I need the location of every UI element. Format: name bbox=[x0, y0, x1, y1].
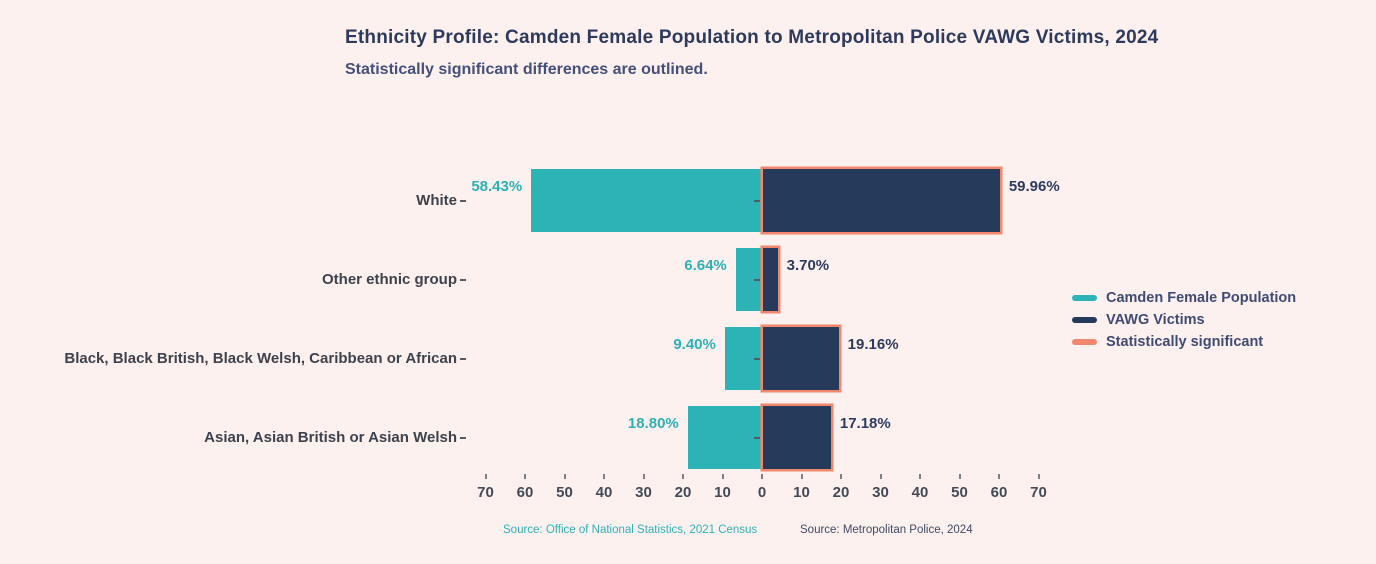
legend-swatch-icon bbox=[1072, 295, 1097, 301]
bar-left-3 bbox=[687, 406, 762, 469]
x-axis-tick bbox=[840, 474, 842, 479]
x-axis-tick-label: 60 bbox=[990, 484, 1008, 501]
legend-item: Statistically significant bbox=[1072, 331, 1296, 353]
x-axis-tick-label: 20 bbox=[674, 484, 692, 501]
category-label: Black, Black British, Black Welsh, Carib… bbox=[64, 349, 457, 367]
x-axis-tick-label: 70 bbox=[477, 484, 494, 501]
x-axis-tick-label: 10 bbox=[793, 484, 810, 501]
legend-label: VAWG Victims bbox=[1106, 312, 1205, 328]
value-label-left: 18.80% bbox=[627, 415, 679, 432]
x-axis-tick bbox=[484, 474, 487, 479]
x-axis-tick bbox=[1037, 474, 1040, 479]
legend-item: Camden Female Population bbox=[1072, 287, 1296, 309]
legend-label: Statistically significant bbox=[1106, 334, 1264, 350]
value-label-left: 58.43% bbox=[471, 178, 523, 195]
chart-subtitle: Statistically significant differences ar… bbox=[345, 61, 708, 78]
value-label-right: 3.70% bbox=[786, 257, 830, 274]
value-label-left: 9.40% bbox=[673, 336, 716, 353]
category-label: Asian, Asian British or Asian Welsh bbox=[204, 428, 457, 446]
zero-axis-tick bbox=[754, 278, 760, 281]
x-axis-tick bbox=[563, 474, 566, 479]
x-axis-tick bbox=[603, 474, 605, 479]
value-label-right: 17.18% bbox=[839, 415, 891, 432]
zero-axis-tick bbox=[754, 199, 760, 202]
zero-axis-tick bbox=[754, 436, 760, 439]
category-label: White bbox=[416, 191, 457, 209]
x-axis-tick bbox=[721, 474, 724, 479]
x-axis-tick bbox=[524, 474, 526, 479]
x-axis-tick-label: 30 bbox=[635, 484, 652, 501]
category-axis-tick bbox=[460, 278, 466, 281]
category-axis-tick bbox=[460, 436, 466, 439]
x-axis-tick-label: 10 bbox=[714, 484, 731, 501]
legend-swatch-icon bbox=[1072, 339, 1097, 345]
value-label-left: 6.64% bbox=[684, 257, 727, 274]
source-left-label: Source: Office of National Statistics, 2… bbox=[503, 524, 758, 536]
x-axis-tick-label: 50 bbox=[556, 484, 573, 501]
x-axis-tick-label: 60 bbox=[516, 484, 534, 501]
bar-right-2 bbox=[763, 327, 839, 390]
bar-right-1 bbox=[763, 248, 778, 311]
x-axis-tick bbox=[998, 474, 1000, 479]
x-axis-tick bbox=[879, 474, 882, 479]
x-axis-tick-label: 50 bbox=[951, 484, 968, 501]
x-axis-tick-label: 70 bbox=[1030, 484, 1047, 501]
legend-swatch-icon bbox=[1072, 317, 1097, 323]
bar-right-3 bbox=[763, 406, 831, 469]
x-axis-tick-label: 30 bbox=[872, 484, 889, 501]
legend-label: Camden Female Population bbox=[1106, 290, 1297, 306]
x-axis-tick bbox=[642, 474, 645, 479]
legend: Camden Female Population VAWG Victims Stat… bbox=[1072, 287, 1296, 353]
bar-left-0 bbox=[531, 169, 762, 232]
x-axis-tick bbox=[682, 474, 684, 479]
x-axis-tick bbox=[761, 474, 763, 479]
bar-right-0 bbox=[763, 169, 1000, 232]
zero-axis-tick bbox=[754, 357, 760, 360]
category-axis-tick bbox=[460, 357, 466, 360]
x-axis-tick-label: 0 bbox=[757, 484, 767, 501]
x-axis-tick bbox=[958, 474, 961, 479]
x-axis-tick bbox=[919, 474, 921, 479]
value-label-right: 59.96% bbox=[1008, 178, 1060, 195]
legend-item: VAWG Victims bbox=[1072, 309, 1296, 331]
category-axis-tick bbox=[460, 199, 466, 202]
value-label-right: 19.16% bbox=[847, 336, 899, 353]
chart-title: Ethnicity Profile: Camden Female Populat… bbox=[345, 27, 1159, 48]
x-axis-tick-label: 40 bbox=[911, 484, 929, 501]
source-right-label: Source: Metropolitan Police, 2024 bbox=[800, 524, 973, 536]
x-axis-tick-label: 40 bbox=[595, 484, 613, 501]
category-label: Other ethnic group bbox=[322, 270, 457, 288]
x-axis-tick bbox=[800, 474, 803, 479]
x-axis-tick-label: 20 bbox=[832, 484, 850, 501]
